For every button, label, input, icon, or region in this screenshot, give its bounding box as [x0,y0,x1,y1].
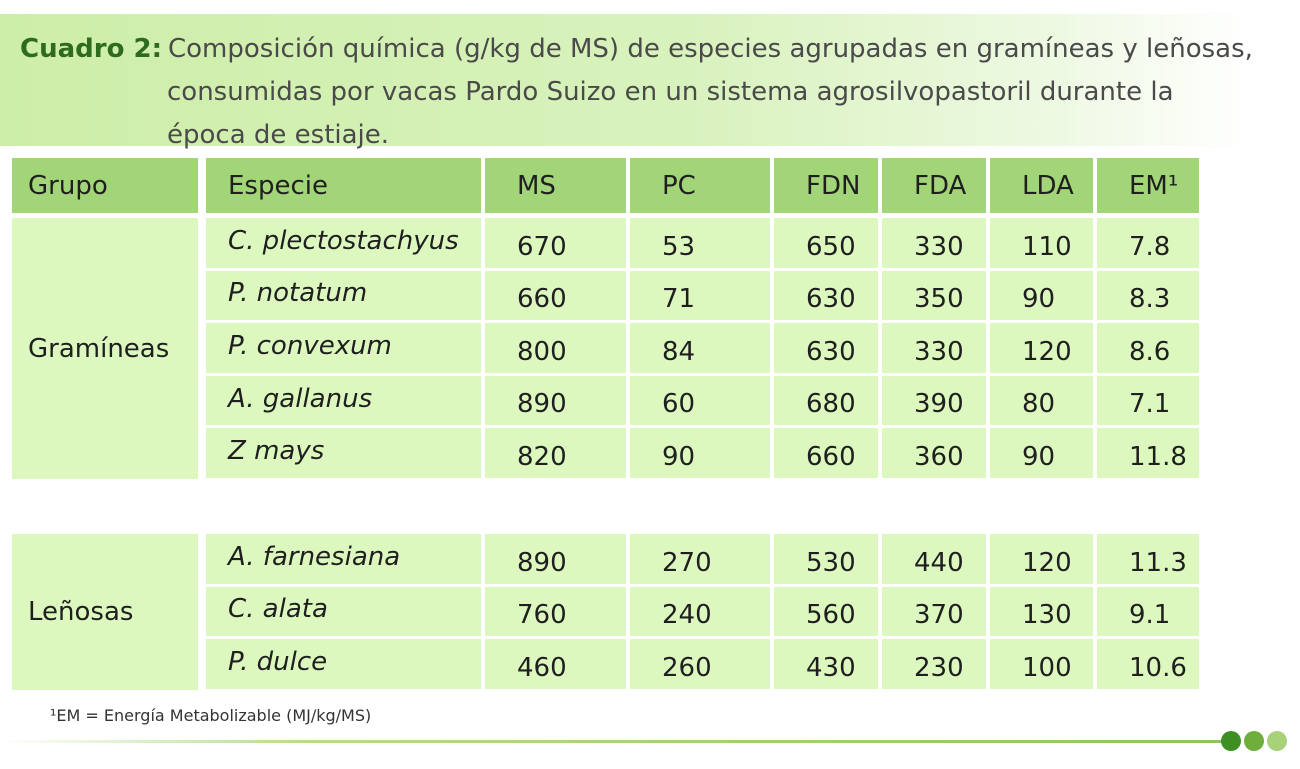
species-cell: C. alata [206,586,481,637]
value-cell: 650 [774,218,878,268]
value-cell: 90 [990,428,1093,478]
value-cell: 890 [485,534,626,584]
value-cell: 630 [774,270,878,321]
value-cell: 330 [882,323,986,373]
value-cell: 7.8 [1097,218,1199,268]
value-cell: 230 [882,639,986,689]
value-cell: 110 [990,218,1093,268]
value-cell: 530 [774,534,878,584]
title-banner [0,14,1248,146]
value-cell: 430 [774,639,878,689]
decor-dot-2 [1244,731,1264,751]
value-cell: 84 [630,323,770,373]
value-cell: 8.6 [1097,323,1199,373]
header-7: EM¹ [1097,158,1199,213]
decor-dot-3 [1267,731,1287,751]
header-1: Especie [206,158,481,213]
value-cell: 270 [630,534,770,584]
species-cell: Z mays [206,428,481,478]
value-cell: 370 [882,586,986,637]
value-cell: 350 [882,270,986,321]
group-name: Gramíneas [12,218,198,479]
value-cell: 7.1 [1097,375,1199,426]
caption-line-3: época de estiaje. [167,120,390,150]
bottom-divider [0,740,1225,743]
header-6: LDA [990,158,1093,213]
value-cell: 360 [882,428,986,478]
header-5: FDA [882,158,986,213]
value-cell: 390 [882,375,986,426]
value-cell: 53 [630,218,770,268]
value-cell: 9.1 [1097,586,1199,637]
value-cell: 71 [630,270,770,321]
value-cell: 130 [990,586,1093,637]
value-cell: 90 [630,428,770,478]
species-cell: A. gallanus [206,375,481,426]
value-cell: 440 [882,534,986,584]
caption-line-1: Composición química (g/kg de MS) de espe… [167,34,1253,64]
value-cell: 560 [774,586,878,637]
value-cell: 760 [485,586,626,637]
species-cell: P. notatum [206,270,481,321]
species-cell: A. farnesiana [206,534,481,584]
value-cell: 660 [485,270,626,321]
value-cell: 680 [774,375,878,426]
header-4: FDN [774,158,878,213]
species-cell: P. dulce [206,639,481,689]
value-cell: 260 [630,639,770,689]
header-2: MS [485,158,626,213]
footnote: ¹EM = Energía Metabolizable (MJ/kg/MS) [50,706,372,725]
value-cell: 670 [485,218,626,268]
value-cell: 820 [485,428,626,478]
caption-lead: Cuadro 2: [20,34,162,64]
value-cell: 100 [990,639,1093,689]
species-cell: P. convexum [206,323,481,373]
group-name: Leñosas [12,534,198,690]
value-cell: 240 [630,586,770,637]
value-cell: 660 [774,428,878,478]
value-cell: 800 [485,323,626,373]
value-cell: 8.3 [1097,270,1199,321]
value-cell: 11.3 [1097,534,1199,584]
value-cell: 80 [990,375,1093,426]
value-cell: 630 [774,323,878,373]
value-cell: 330 [882,218,986,268]
value-cell: 10.6 [1097,639,1199,689]
decor-dot-1 [1221,731,1241,751]
value-cell: 90 [990,270,1093,321]
header-3: PC [630,158,770,213]
value-cell: 120 [990,534,1093,584]
caption-line-2: consumidas por vacas Pardo Suizo en un s… [167,77,1174,107]
species-cell: C. plectostachyus [206,218,481,268]
value-cell: 460 [485,639,626,689]
value-cell: 120 [990,323,1093,373]
header-0: Grupo [12,158,198,213]
value-cell: 890 [485,375,626,426]
table-caption: Cuadro 2: Composición química (g/kg de MS… [20,28,1260,157]
value-cell: 60 [630,375,770,426]
value-cell: 11.8 [1097,428,1199,478]
